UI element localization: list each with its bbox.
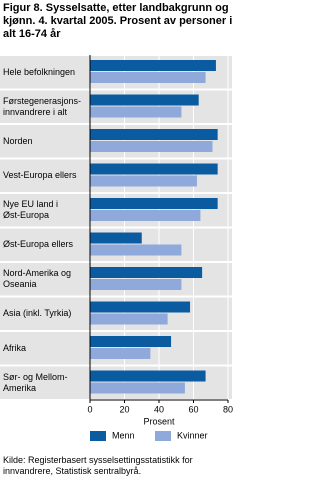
category-label: Sør- og Mellom- Amerika (3, 371, 68, 393)
bar (90, 244, 182, 256)
legend-swatch (90, 431, 106, 441)
category-label: Førstegenerasjons- innvandrere i alt (3, 95, 82, 117)
category-label: Nord-Amerika og Oseania (3, 268, 72, 290)
bar (90, 94, 199, 106)
legend-label: Menn (112, 430, 135, 440)
x-tick-label: 40 (154, 404, 164, 414)
chart: Figur 8. Sysselsatte, etter landbakgrunn… (0, 2, 233, 476)
x-tick-label: 80 (223, 404, 233, 414)
x-tick-label: 0 (87, 404, 92, 414)
x-axis-label: Prosent (143, 416, 175, 426)
bar (90, 141, 213, 152)
category-label: Norden (3, 135, 33, 146)
bar (90, 267, 203, 278)
category-label: Afrika (3, 342, 27, 353)
bar (90, 382, 185, 394)
bar (90, 175, 197, 187)
bar (90, 129, 218, 140)
legend-label: Kvinner (177, 430, 208, 440)
plot: 0 20 40 60 80 Prosent Menn Kvinner (0, 55, 233, 441)
category-label: Øst-Europa ellers (3, 239, 74, 250)
x-tick-label: 60 (188, 404, 198, 414)
bar (90, 336, 172, 347)
chart-title: Figur 8. Sysselsatte, etter landbakgrunn… (3, 2, 233, 40)
legend-swatch (155, 431, 171, 441)
source: Kilde: Registerbasert sysselsettingsstat… (3, 455, 193, 476)
x-tick-label: 20 (119, 404, 129, 414)
bar (90, 60, 216, 71)
category-label: Vest-Europa ellers (3, 170, 77, 181)
bar (90, 370, 206, 382)
bar (90, 198, 218, 209)
bar (90, 106, 182, 118)
category-label: Hele befolkningen (3, 66, 76, 77)
bar (90, 348, 151, 359)
category-label: Nye EU land i Øst-Europa (3, 199, 59, 221)
bar (90, 232, 142, 244)
category-label: Asia (inkl. Tyrkia) (3, 308, 72, 319)
bar (90, 279, 182, 290)
bar (90, 72, 206, 83)
bar (90, 163, 218, 175)
bar (90, 210, 201, 221)
bar (90, 313, 168, 325)
bar (90, 301, 191, 313)
